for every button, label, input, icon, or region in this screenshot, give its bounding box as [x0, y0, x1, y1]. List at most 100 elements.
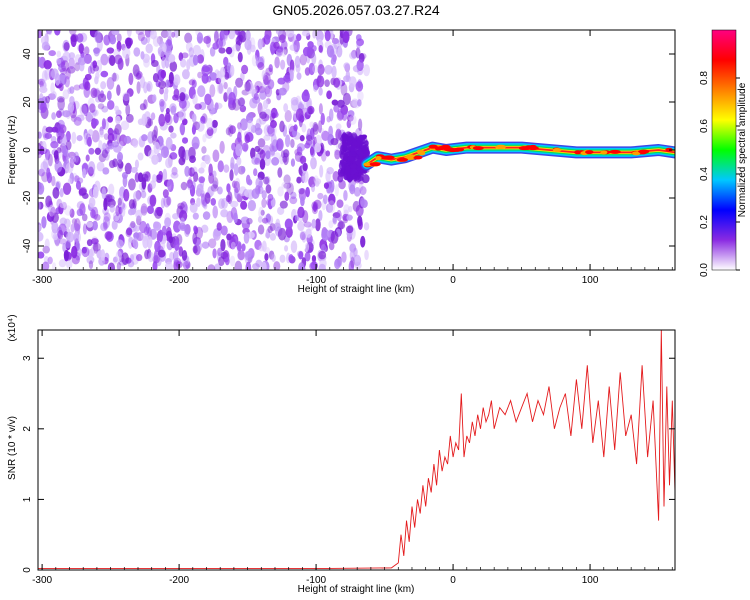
- noise-blob: [95, 71, 100, 80]
- noise-blob: [293, 124, 298, 132]
- noise-blob: [90, 209, 96, 219]
- noise-blob: [247, 179, 253, 186]
- noise-blob: [106, 76, 115, 90]
- noise-blob: [134, 159, 139, 169]
- noise-blob: [212, 177, 219, 189]
- noise-blob: [295, 64, 301, 73]
- noise-blob: [92, 242, 101, 252]
- noise-blob: [103, 212, 111, 222]
- noise-blob: [241, 64, 249, 75]
- noise-blob: [58, 259, 67, 268]
- noise-blob: [122, 47, 131, 59]
- noise-blob: [215, 77, 222, 85]
- noise-blob: [229, 255, 236, 267]
- noise-blob: [298, 262, 305, 270]
- noise-blob: [301, 90, 310, 102]
- noise-blob: [76, 33, 84, 43]
- noise-blob: [164, 55, 170, 69]
- noise-blob: [223, 81, 228, 90]
- noise-blob: [283, 103, 289, 113]
- noise-blob: [90, 238, 99, 245]
- noise-blob: [171, 31, 176, 38]
- noise-blob: [191, 136, 200, 150]
- noise-blob: [314, 180, 320, 187]
- noise-blob: [136, 81, 141, 94]
- noise-blob: [355, 47, 361, 59]
- noise-blob: [90, 87, 98, 99]
- noise-blob: [348, 76, 357, 88]
- noise-blob: [188, 79, 196, 86]
- signal-peak: [454, 147, 465, 152]
- noise-blob: [321, 130, 330, 141]
- noise-blob: [168, 71, 174, 84]
- noise-blob: [56, 50, 62, 58]
- noise-blob: [114, 105, 119, 112]
- noise-blob: [161, 225, 167, 236]
- noise-blob: [52, 187, 60, 199]
- noise-blob: [45, 126, 54, 133]
- noise-blob: [259, 111, 267, 120]
- noise-blob: [137, 31, 145, 42]
- noise-blob: [166, 179, 172, 191]
- noise-blob: [290, 191, 297, 200]
- x-tick-label: -200: [169, 275, 189, 286]
- signal-peak: [525, 145, 534, 150]
- x-tick-label: 100: [582, 575, 599, 586]
- noise-blob: [67, 178, 72, 185]
- noise-blob: [68, 57, 75, 70]
- noise-blob: [47, 93, 56, 100]
- noise-blob: [74, 175, 80, 183]
- noise-blob: [174, 30, 179, 39]
- noise-blob: [86, 255, 95, 265]
- noise-blob: [349, 249, 356, 262]
- noise-blob: [128, 199, 135, 209]
- noise-blob: [58, 73, 67, 86]
- noise-blob: [94, 30, 102, 44]
- noise-blob: [267, 79, 275, 90]
- noise-blob: [171, 166, 178, 176]
- noise-blob: [146, 31, 151, 44]
- noise-blob: [198, 167, 205, 174]
- noise-blob: [348, 205, 353, 213]
- noise-blob: [62, 51, 71, 62]
- noise-blob: [279, 34, 286, 43]
- noise-blob: [271, 254, 276, 263]
- x-tick-label: -300: [32, 575, 52, 586]
- noise-blob: [336, 45, 343, 58]
- noise-blob: [39, 80, 44, 89]
- noise-blob: [73, 230, 82, 244]
- noise-blob: [106, 100, 115, 110]
- noise-blob: [87, 166, 94, 177]
- noise-blob: [271, 112, 276, 119]
- noise-blob: [234, 177, 241, 189]
- noise-blob: [101, 105, 109, 113]
- noise-blob: [210, 198, 217, 206]
- noise-blob: [313, 84, 318, 92]
- noise-blob: [239, 105, 247, 113]
- noise-blob: [92, 64, 100, 72]
- noise-blob: [140, 190, 147, 199]
- noise-blob: [141, 113, 148, 126]
- noise-blob: [38, 131, 42, 139]
- noise-blob: [101, 118, 106, 130]
- noise-blob: [223, 56, 229, 67]
- noise-blob: [319, 127, 325, 134]
- noise-blob: [178, 99, 187, 109]
- noise-blob: [50, 206, 57, 219]
- noise-blob: [177, 202, 185, 210]
- noise-blob: [91, 130, 100, 143]
- noise-blob: [201, 73, 209, 84]
- noise-blob: [217, 186, 223, 195]
- noise-blob: [211, 119, 218, 128]
- noise-blob: [163, 195, 171, 208]
- noise-blob: [296, 146, 303, 156]
- noise-blob: [219, 140, 225, 154]
- noise-blob: [165, 157, 173, 169]
- noise-blob: [144, 30, 152, 38]
- noise-blob: [237, 51, 243, 63]
- noise-blob: [337, 108, 345, 120]
- noise-blob: [62, 89, 70, 100]
- noise-blob: [358, 118, 363, 131]
- noise-blob: [251, 54, 258, 67]
- noise-blob: [246, 217, 253, 225]
